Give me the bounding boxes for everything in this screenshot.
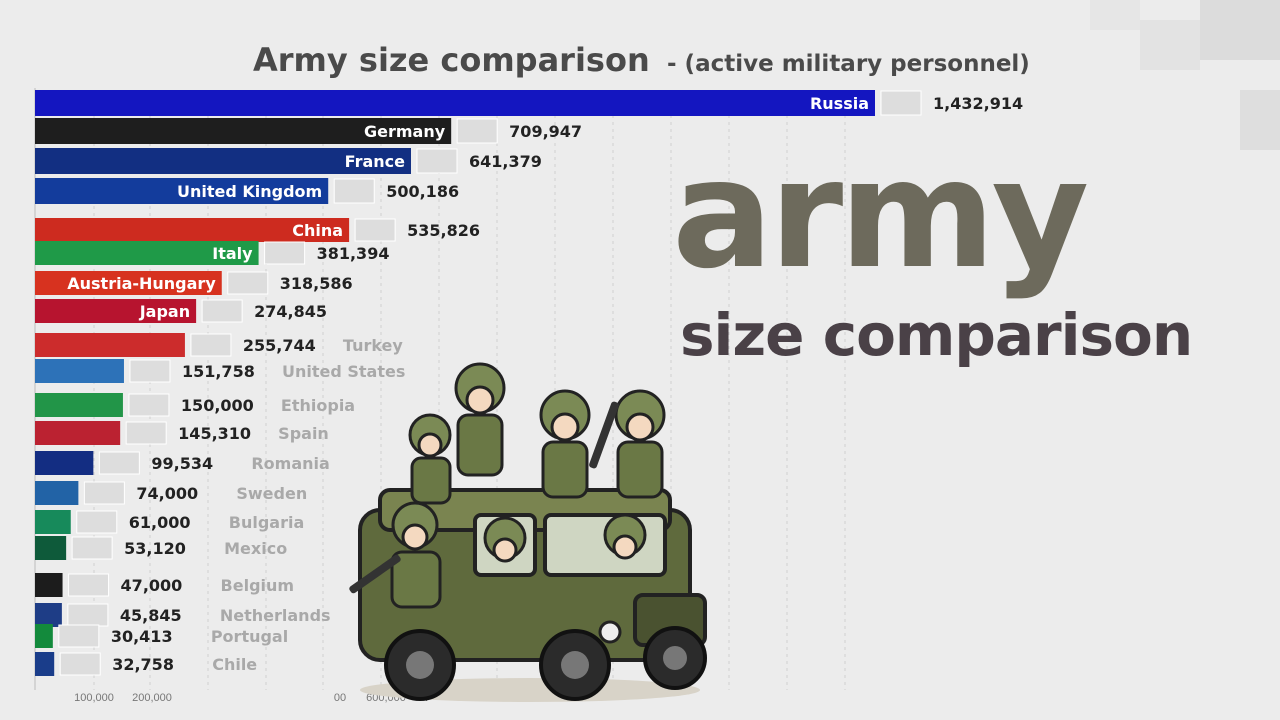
flag-icon [227,271,269,295]
category-label: Belgium [221,576,295,595]
bar [35,536,67,560]
value-label: 151,758 [182,362,255,381]
value-label: 61,000 [129,513,191,532]
category-label: Romania [251,454,329,473]
bar [35,510,71,534]
bar [35,603,62,627]
value-label: 150,000 [181,396,254,415]
flag-icon [68,573,110,597]
value-label: 709,947 [509,122,582,141]
value-label: 47,000 [121,576,183,595]
category-label: Portugal [211,627,288,646]
flag-icon [416,148,458,174]
value-label: 74,000 [136,484,198,503]
tick-label: 00 [334,692,346,704]
category-label: Ethiopia [281,396,355,415]
flag-icon [354,218,396,242]
value-label: 32,758 [112,655,174,674]
category-label: Bulgaria [229,513,304,532]
flag-icon [83,481,125,505]
value-label: 500,186 [386,182,459,201]
bar [35,218,350,242]
flag-icon [333,178,375,204]
bar [35,481,79,505]
value-label: 53,120 [124,539,186,558]
flag-icon [264,241,306,265]
chart-title: Army size comparison [253,41,650,79]
bar [35,421,121,445]
headline-size-comparison: size comparison [680,301,1193,369]
category-label: France [345,152,405,171]
bar [35,652,55,676]
flag-icon [58,624,100,648]
value-label: 45,845 [120,606,182,625]
value-label: 318,586 [280,274,353,293]
bar [35,624,53,648]
flag-icon [880,90,922,116]
flag-icon [129,359,171,383]
value-label: 381,394 [317,244,390,263]
bar [35,241,259,265]
bar [35,393,123,417]
value-label: 274,845 [254,302,327,321]
army-jeep-illustration [349,362,707,702]
bar [35,333,185,357]
category-label: United Kingdom [177,182,322,201]
category-label: China [292,221,343,240]
flag-icon [201,299,243,323]
category-label: Netherlands [220,606,331,625]
category-label: Chile [212,655,257,674]
category-label: United States [282,362,405,381]
bar [35,359,124,383]
category-label: Japan [139,302,190,321]
flag-icon [59,652,101,676]
bar [35,299,197,323]
bar [35,271,222,295]
category-label: Germany [364,122,446,141]
value-label: 255,744 [243,336,316,355]
headline-army: army [672,128,1089,302]
category-label: Spain [278,424,329,443]
flag-icon [190,333,232,357]
flag-icon [98,451,140,475]
category-label: Sweden [236,484,307,503]
bar [35,451,94,475]
flag-icon [71,536,113,560]
flag-icon [67,603,109,627]
flag-icon [125,421,167,445]
flag-icon [76,510,118,534]
category-label: Austria-Hungary [67,274,216,293]
value-label: 99,534 [151,454,213,473]
bar [35,148,411,174]
bar [35,90,875,116]
tick-label: 200,000 [132,692,172,704]
flag-icon [128,393,170,417]
bar [35,118,452,144]
value-label: 535,826 [407,221,480,240]
value-label: 1,432,914 [933,94,1023,113]
flag-icon [456,118,498,144]
tick-label: 100,000 [74,692,114,704]
value-label: 30,413 [111,627,173,646]
bar [35,178,329,204]
category-label: Russia [810,94,869,113]
chart-subtitle: - (active military personnel) [667,51,1030,77]
value-label: 145,310 [178,424,251,443]
bars: 1,432,914 Russia 709,947 Germany 641,379 Fran… [35,90,1023,676]
category-label: Italy [212,244,253,263]
category-label: Mexico [224,539,287,558]
value-label: 641,379 [469,152,542,171]
category-label: Turkey [343,336,404,355]
bar [35,573,63,597]
background-tiles [940,0,1280,160]
